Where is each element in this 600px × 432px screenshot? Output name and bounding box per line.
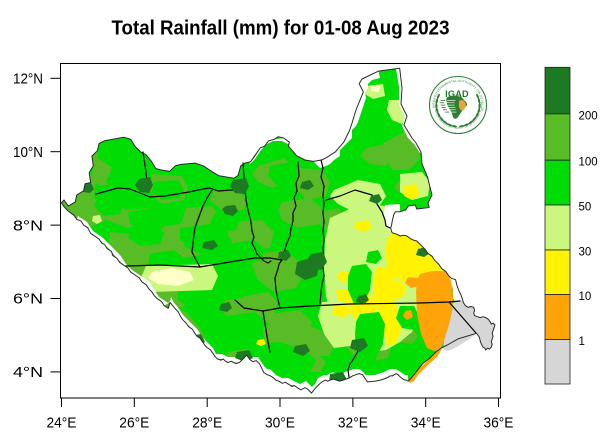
svg-text:Total Rainfall (mm) for 01-08: Total Rainfall (mm) for 01-08 Aug 2023	[112, 18, 450, 40]
svg-text:30: 30	[579, 247, 592, 259]
svg-text:34°E: 34°E	[411, 415, 441, 432]
svg-text:28°E: 28°E	[192, 415, 222, 432]
svg-text:8°N: 8°N	[13, 217, 43, 234]
svg-text:100: 100	[579, 157, 598, 169]
svg-text:26°E: 26°E	[119, 415, 149, 432]
svg-text:4°N: 4°N	[13, 364, 43, 381]
svg-text:10: 10	[579, 291, 592, 303]
svg-text:10°N: 10°N	[13, 144, 43, 161]
svg-text:1: 1	[579, 336, 585, 348]
svg-text:6°N: 6°N	[13, 291, 43, 308]
svg-text:36°E: 36°E	[484, 415, 514, 432]
svg-text:200: 200	[579, 110, 598, 122]
svg-text:IGAD: IGAD	[445, 89, 469, 99]
svg-text:30°E: 30°E	[265, 415, 295, 432]
svg-text:32°E: 32°E	[338, 415, 368, 432]
svg-text:50: 50	[579, 202, 592, 214]
svg-text:24°E: 24°E	[47, 415, 77, 432]
svg-text:12°N: 12°N	[13, 71, 43, 88]
